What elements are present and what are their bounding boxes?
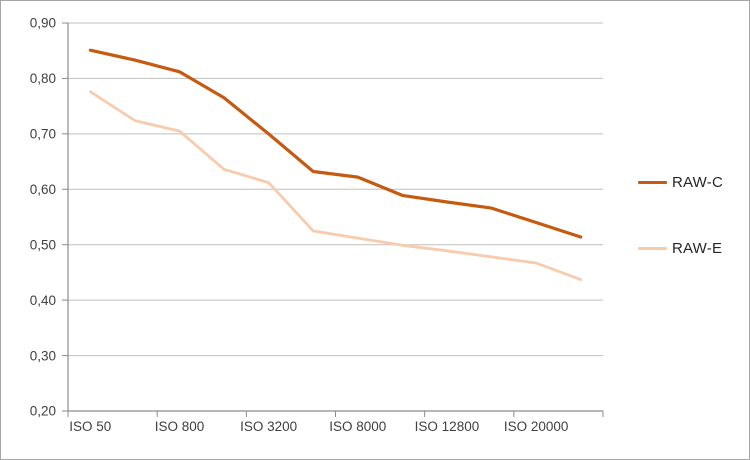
y-axis-tick-label: 0,90 xyxy=(30,16,56,31)
y-axis-tick-label: 0,60 xyxy=(30,182,56,197)
y-axis-tick-label: 0,70 xyxy=(30,127,56,142)
y-axis-tick-label: 0,50 xyxy=(30,237,56,252)
x-axis-tick-label: ISO 12800 xyxy=(415,419,480,434)
x-axis-tick-label: ISO 3200 xyxy=(240,419,297,434)
x-axis-tick-label: ISO 800 xyxy=(155,419,205,434)
y-axis-tick-label: 0,80 xyxy=(30,71,56,86)
y-axis-tick-label: 0,40 xyxy=(30,293,56,308)
x-axis-tick-label: ISO 8000 xyxy=(329,419,386,434)
raw-e-series-line xyxy=(88,90,583,282)
raw-c-series-line xyxy=(88,48,583,239)
y-axis-tick-label: 0,30 xyxy=(30,348,56,363)
x-axis-tick-label: ISO 20000 xyxy=(504,419,569,434)
y-axis-tick-label: 0,20 xyxy=(30,404,56,419)
x-axis-tick-label: ISO 50 xyxy=(69,419,111,434)
